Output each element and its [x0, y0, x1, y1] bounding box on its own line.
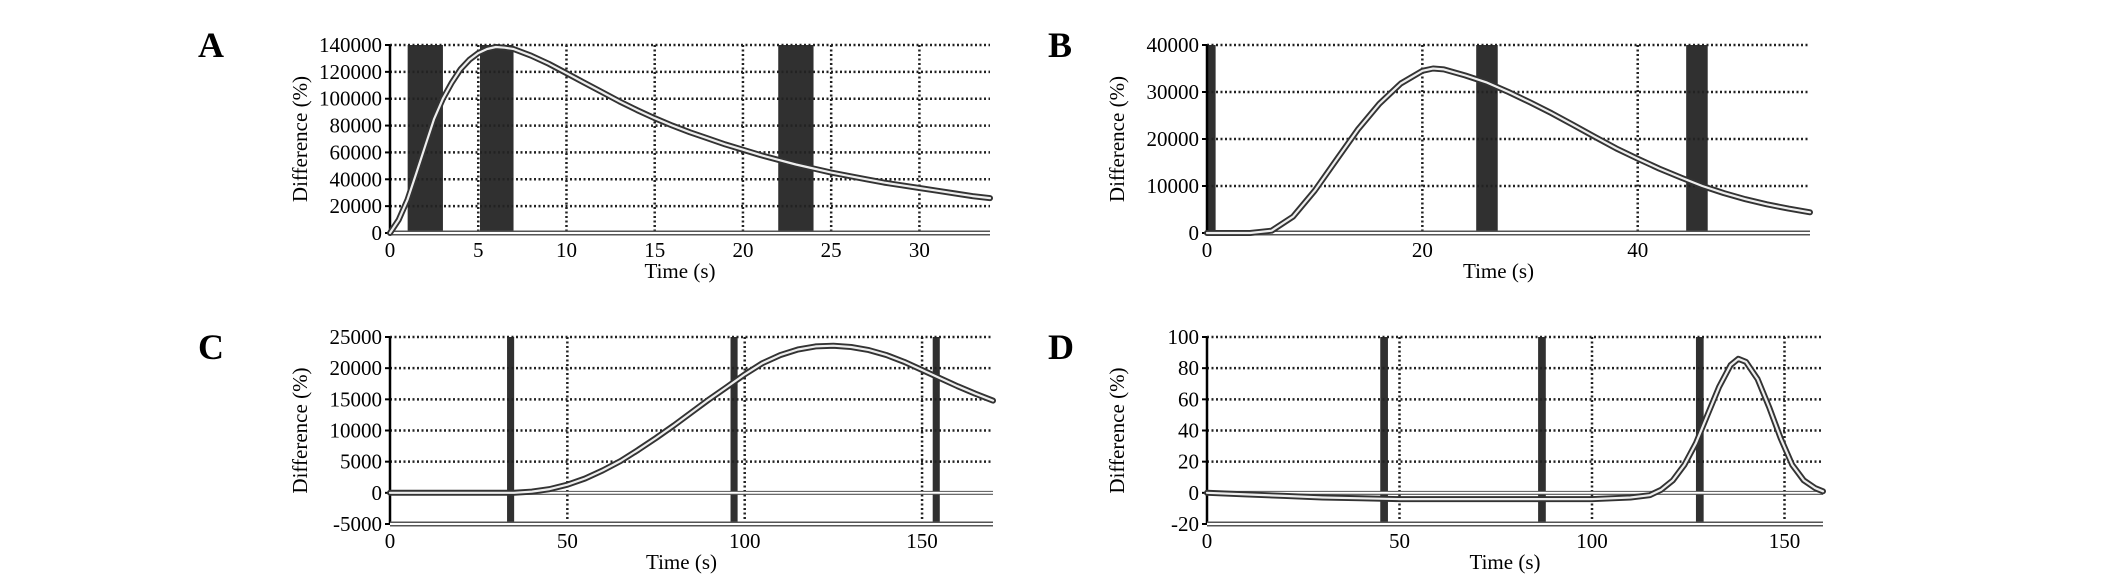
x-tick-label: 20: [1412, 238, 1433, 262]
panel-label: B: [1048, 25, 1072, 65]
x-axis-title: Time (s): [646, 550, 717, 574]
y-axis-title: Difference (%): [1105, 367, 1129, 493]
x-tick-label: 100: [1576, 529, 1608, 553]
y-tick-label: 30000: [1147, 80, 1200, 104]
series-line: [1205, 67, 1812, 235]
x-axis-title: Time (s): [1470, 550, 1541, 574]
x-tick-label: 5: [473, 238, 484, 262]
x-tick-label: 0: [385, 238, 396, 262]
y-tick-label: 100: [1168, 325, 1200, 349]
y-tick-label: 140000: [319, 33, 382, 57]
series-line-outline: [1204, 355, 1826, 503]
x-tick-label: 150: [1769, 529, 1801, 553]
y-tick-label: 20000: [330, 194, 383, 218]
x-tick-label: 0: [1202, 529, 1213, 553]
y-tick-label: 40: [1178, 419, 1199, 443]
y-axis-title: Difference (%): [288, 367, 312, 493]
series-line: [388, 45, 992, 235]
y-tick-label: 0: [1189, 221, 1200, 245]
x-tick-label: 25: [821, 238, 842, 262]
x-axis-title: Time (s): [645, 259, 716, 283]
band: [1207, 45, 1216, 233]
y-tick-label: 5000: [340, 450, 382, 474]
y-tick-label: 10000: [1147, 174, 1200, 198]
series-line: [388, 344, 995, 494]
y-tick-label: 25000: [330, 325, 383, 349]
y-tick-label: 0: [372, 481, 383, 505]
y-tick-label: 80: [1178, 356, 1199, 380]
y-tick-label: 20000: [1147, 127, 1200, 151]
y-axis-title: Difference (%): [1105, 76, 1129, 202]
x-axis-title: Time (s): [1463, 259, 1534, 283]
y-tick-label: 20: [1178, 450, 1199, 474]
band: [507, 337, 515, 524]
x-tick-label: 0: [385, 529, 396, 553]
x-tick-label: 50: [557, 529, 578, 553]
panel-a: 0200004000060000800001000001200001400000…: [198, 25, 993, 283]
y-tick-label: 40000: [330, 167, 383, 191]
band: [778, 45, 814, 233]
x-tick-label: 150: [906, 529, 938, 553]
panel-label: C: [198, 327, 224, 367]
x-tick-label: 20: [732, 238, 753, 262]
x-tick-label: 50: [1389, 529, 1410, 553]
x-tick-label: 15: [644, 238, 665, 262]
y-tick-label: 60: [1178, 387, 1199, 411]
y-tick-label: -20: [1171, 512, 1199, 536]
x-tick-label: 100: [729, 529, 761, 553]
panel-label: A: [198, 25, 224, 65]
y-tick-label: 80000: [330, 114, 383, 138]
band: [730, 337, 738, 524]
y-tick-label: -5000: [333, 512, 382, 536]
x-tick-label: 0: [1202, 238, 1213, 262]
y-tick-label: 20000: [330, 356, 383, 380]
x-tick-label: 30: [909, 238, 930, 262]
band: [480, 45, 514, 233]
x-tick-label: 10: [556, 238, 577, 262]
y-tick-label: 15000: [330, 387, 383, 411]
y-tick-label: 40000: [1147, 33, 1200, 57]
y-tick-label: 100000: [319, 87, 382, 111]
y-tick-label: 120000: [319, 60, 382, 84]
y-tick-label: 10000: [330, 419, 383, 443]
y-tick-label: 0: [372, 221, 383, 245]
x-tick-label: 40: [1627, 238, 1648, 262]
panel-label: D: [1048, 327, 1074, 367]
panel-b: 0 10000 20000 30000 40000 0 20 40 Time (s) Differ…: [1048, 25, 1813, 283]
y-tick-label: 60000: [330, 140, 383, 164]
y-axis-title: Difference (%): [288, 76, 312, 202]
y-tick-label: 0: [1189, 481, 1200, 505]
series-line: [1205, 357, 1825, 501]
